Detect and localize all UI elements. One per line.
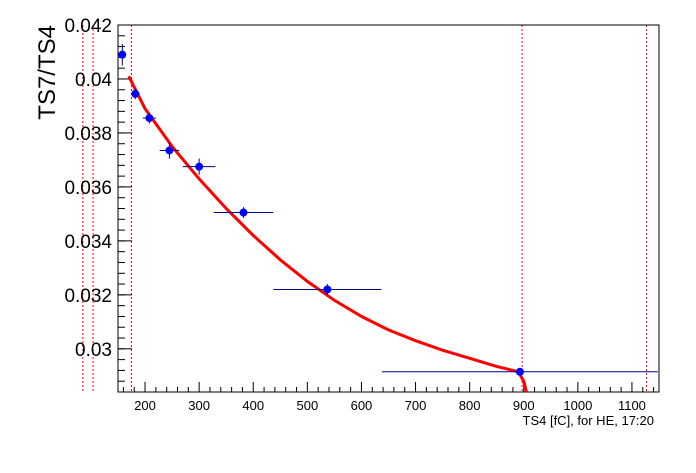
point-marker: [118, 50, 127, 59]
point-marker: [195, 162, 204, 171]
y-tick-label: 0.038: [64, 124, 112, 145]
x-tick-label: 400: [242, 398, 264, 413]
fit-curve: [127, 75, 528, 393]
data-point-7: [382, 367, 658, 376]
data-point-1: [130, 88, 140, 100]
x-tick-label: 500: [296, 398, 318, 413]
x-tick-label: 1000: [563, 398, 592, 413]
x-tick-label: 700: [405, 398, 427, 413]
x-axis-label: TS4 [fC], for HE, 17:20: [523, 413, 655, 428]
y-axis: 0.03 0.032 0.034 0.036 0.038 0.04 0.042: [64, 16, 132, 393]
x-tick-label: 200: [134, 398, 156, 413]
point-marker: [145, 114, 154, 123]
data-points: [118, 43, 658, 376]
data-point-4: [182, 158, 216, 175]
y-tick-label: 0.042: [64, 16, 112, 37]
y-axis-label: TS7/TS4: [34, 25, 61, 120]
x-axis: 200 300 400 500 600 700 800 900 1000 1100: [122, 382, 655, 413]
data-point-0: [118, 43, 127, 66]
y-tick-label: 0.032: [64, 286, 112, 307]
x-tick-label: 800: [459, 398, 481, 413]
reference-lines: [82, 25, 648, 392]
plot-frame: [117, 24, 660, 393]
y-tick-label: 0.03: [75, 340, 112, 361]
x-tick-label: 1100: [618, 398, 646, 413]
y-tick-label: 0.036: [64, 178, 112, 199]
data-point-2: [142, 112, 156, 124]
data-point-3: [159, 142, 180, 159]
point-marker: [239, 208, 248, 217]
x-tick-label: 900: [513, 398, 535, 413]
point-marker: [131, 89, 140, 98]
x-tick-label: 600: [351, 398, 373, 413]
x-tick-label: 300: [188, 398, 210, 413]
y-tick-label: 0.034: [64, 232, 112, 253]
point-marker: [515, 367, 524, 376]
y-tick-label: 0.04: [75, 70, 112, 91]
point-marker: [323, 285, 332, 294]
data-point-6: [273, 284, 382, 295]
point-marker: [165, 146, 174, 155]
data-point-5: [213, 207, 274, 218]
